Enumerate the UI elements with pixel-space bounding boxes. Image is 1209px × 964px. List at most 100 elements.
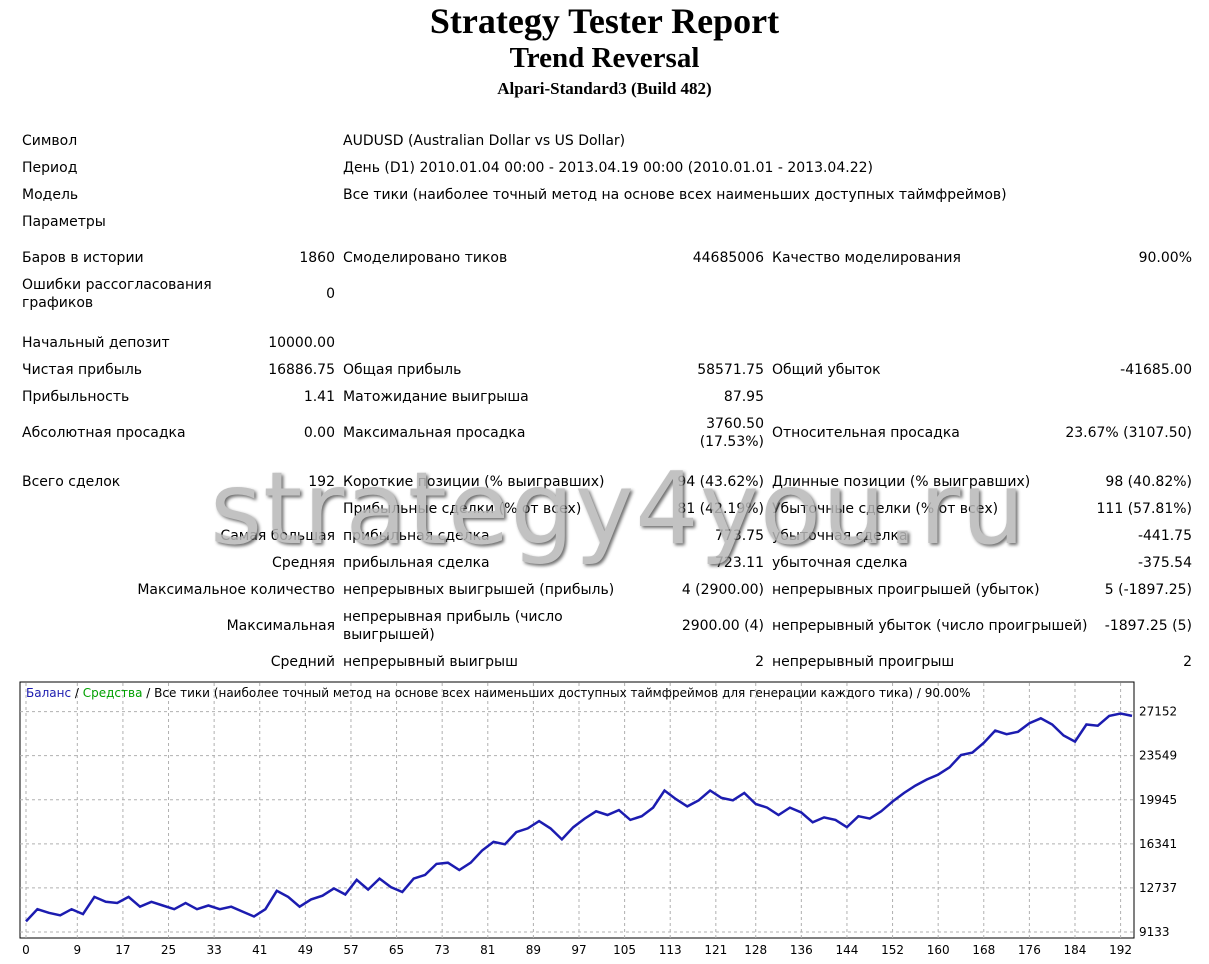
maximal-drawdown-label: Максимальная просадка bbox=[343, 425, 526, 441]
ticks-value: 44685006 bbox=[692, 250, 764, 266]
period-value: День (D1) 2010.01.04 00:00 - 2013.04.19 … bbox=[343, 160, 873, 176]
y-tick-label: 12737 bbox=[1139, 881, 1177, 895]
expected-payoff-value: 87.95 bbox=[723, 389, 764, 405]
long-positions-label: Длинные позиции (% выигравших) bbox=[772, 474, 1031, 490]
report-title: Strategy Tester Report bbox=[429, 1, 780, 41]
x-tick-label: 136 bbox=[790, 943, 813, 957]
consecutive-wins-value: 4 (2900.00) bbox=[681, 582, 764, 598]
legend-model: Все тики (наиболее точный метод на основ… bbox=[154, 686, 970, 700]
y-tick-label: 9133 bbox=[1139, 925, 1170, 939]
x-tick-label: 0 bbox=[22, 943, 30, 957]
consecutive-loss-value: -1897.25 (5) bbox=[1104, 618, 1192, 634]
short-positions-value: 94 (43.62%) bbox=[677, 474, 764, 490]
deposit-label: Начальный депозит bbox=[22, 335, 170, 351]
chart-frame bbox=[19, 681, 1135, 939]
y-axis: 9133 12737 16341 19945 23549 27152 bbox=[1139, 705, 1177, 939]
avg-consecutive-win-label: непрерывный выигрыш bbox=[343, 654, 518, 670]
x-tick-label: 89 bbox=[526, 943, 541, 957]
chart-legend: Баланс / Средства / Все тики (наиболее т… bbox=[26, 686, 971, 700]
consecutive-profit-value: 2900.00 (4) bbox=[681, 618, 764, 634]
gross-loss-label: Общий убыток bbox=[772, 362, 881, 378]
x-tick-label: 97 bbox=[571, 943, 586, 957]
symbol-label: Символ bbox=[22, 133, 78, 149]
y-tick-label: 23549 bbox=[1139, 749, 1177, 763]
strategy-name: Trend Reversal bbox=[509, 42, 700, 74]
quality-label: Качество моделирования bbox=[772, 250, 961, 266]
loss-trades-label: Убыточные сделки (% от всех) bbox=[772, 501, 999, 517]
x-tick-label: 184 bbox=[1064, 943, 1087, 957]
errors-value: 0 bbox=[326, 286, 335, 302]
symbol-value: AUDUSD (Australian Dollar vs US Dollar) bbox=[343, 133, 626, 149]
model-label: Модель bbox=[22, 187, 79, 203]
x-tick-label: 49 bbox=[298, 943, 313, 957]
deposit-value: 10000.00 bbox=[268, 335, 335, 351]
relative-drawdown-value: 23.67% (3107.50) bbox=[1065, 425, 1192, 441]
average-loss-label: убыточная сделка bbox=[772, 555, 908, 571]
server-build: Alpari-Standard3 (Build 482) bbox=[497, 79, 712, 98]
largest-loss-value: -441.75 bbox=[1137, 528, 1192, 544]
profit-factor-value: 1.41 bbox=[303, 389, 335, 405]
profit-factor-label: Прибыльность bbox=[22, 389, 130, 405]
short-positions-label: Короткие позиции (% выигравших) bbox=[343, 474, 605, 490]
x-tick-label: 25 bbox=[161, 943, 176, 957]
profit-trades-value: 81 (42.19%) bbox=[677, 501, 764, 517]
x-tick-label: 33 bbox=[206, 943, 221, 957]
x-tick-label: 121 bbox=[704, 943, 727, 957]
total-trades-value: 192 bbox=[308, 474, 335, 490]
relative-drawdown-label: Относительная просадка bbox=[772, 425, 960, 441]
legend-separator: / bbox=[71, 686, 83, 700]
absolute-drawdown-label: Абсолютная просадка bbox=[22, 425, 186, 441]
long-positions-value: 98 (40.82%) bbox=[1105, 474, 1192, 490]
x-tick-label: 73 bbox=[435, 943, 450, 957]
average-loss-value: -375.54 bbox=[1137, 555, 1192, 571]
x-tick-label: 81 bbox=[480, 943, 495, 957]
x-tick-label: 128 bbox=[744, 943, 767, 957]
model-value: Все тики (наиболее точный метод на основ… bbox=[343, 187, 1007, 203]
absolute-drawdown-value: 0.00 bbox=[303, 425, 335, 441]
profit-trades-label: Прибыльные сделки (% от всех) bbox=[343, 501, 582, 517]
period-label: Период bbox=[22, 160, 78, 176]
quality-value: 90.00% bbox=[1138, 250, 1192, 266]
legend-equity: Средства bbox=[83, 686, 143, 700]
x-tick-label: 65 bbox=[389, 943, 404, 957]
balance-chart: 9133 12737 16341 19945 23549 27152 0 9 17 25 33 41… bbox=[19, 681, 1177, 957]
loss-trades-value: 111 (57.81%) bbox=[1096, 501, 1192, 517]
parameters-label: Параметры bbox=[22, 214, 106, 230]
maximal-drawdown-value: 3760.50 bbox=[706, 416, 764, 432]
gross-profit-value: 58571.75 bbox=[697, 362, 764, 378]
total-trades-label: Всего сделок bbox=[22, 474, 121, 490]
x-tick-label: 105 bbox=[613, 943, 636, 957]
largest-loss-label: убыточная сделка bbox=[772, 528, 908, 544]
gross-profit-label: Общая прибыль bbox=[343, 362, 462, 378]
consecutive-profit-label: непрерывная прибыль (число выигрышей) bbox=[343, 609, 563, 643]
x-tick-label: 176 bbox=[1018, 943, 1041, 957]
x-tick-label: 192 bbox=[1109, 943, 1132, 957]
x-tick-label: 152 bbox=[881, 943, 904, 957]
x-tick-label: 144 bbox=[835, 943, 858, 957]
average-profit-label: прибыльная сделка bbox=[343, 555, 490, 571]
x-tick-label: 113 bbox=[659, 943, 682, 957]
average-label: Средняя bbox=[272, 555, 335, 571]
largest-profit-label: прибыльная сделка bbox=[343, 528, 490, 544]
consecutive-losses-value: 5 (-1897.25) bbox=[1104, 582, 1192, 598]
balance-line bbox=[25, 712, 1133, 923]
x-tick-label: 41 bbox=[252, 943, 267, 957]
legend-balance: Баланс bbox=[26, 686, 71, 700]
x-axis: 0 9 17 25 33 41 49 57 65 73 81 89 97 105 113 121 128 136 1… bbox=[22, 943, 1132, 957]
y-tick-label: 19945 bbox=[1139, 793, 1177, 807]
x-tick-label: 160 bbox=[927, 943, 950, 957]
consecutive-wins-label: непрерывных выигрышей (прибыль) bbox=[343, 582, 615, 598]
x-tick-label: 168 bbox=[972, 943, 995, 957]
x-tick-label: 57 bbox=[343, 943, 358, 957]
consecutive-losses-label: непрерывных проигрышей (убыток) bbox=[772, 582, 1040, 598]
net-profit-value: 16886.75 bbox=[268, 362, 335, 378]
bars-label: Баров в истории bbox=[22, 250, 144, 266]
consecutive-loss-label: непрерывный убыток (число проигрышей) bbox=[772, 618, 1088, 634]
expected-payoff-label: Матожидание выигрыша bbox=[343, 389, 529, 405]
largest-label: Самая большая bbox=[220, 528, 335, 544]
max-count-label: Максимальное количество bbox=[137, 582, 335, 598]
y-tick-label: 27152 bbox=[1139, 705, 1177, 719]
avg-consecutive-loss-value: 2 bbox=[1183, 654, 1192, 670]
bars-value: 1860 bbox=[299, 250, 335, 266]
average-profit-value: 723.11 bbox=[715, 555, 764, 571]
